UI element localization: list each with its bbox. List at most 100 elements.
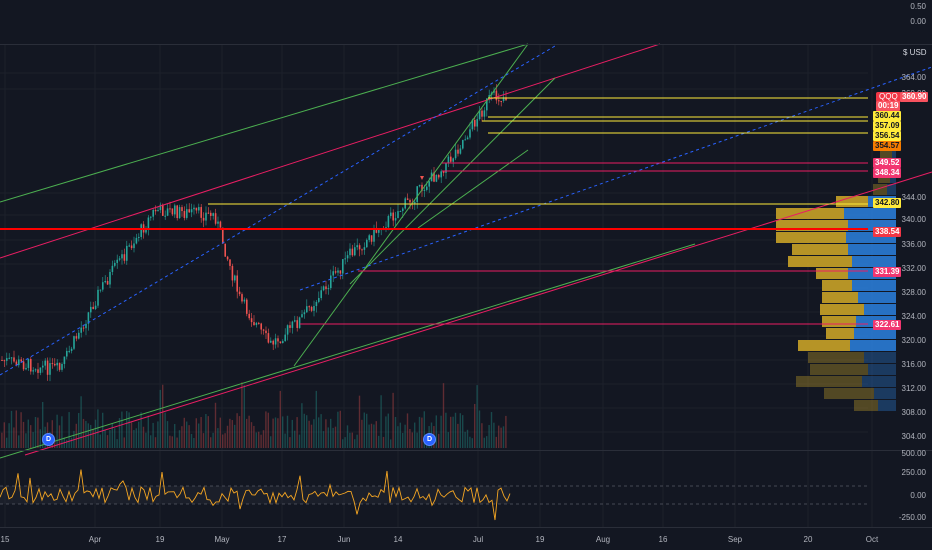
volume-bar bbox=[243, 385, 245, 448]
volume-profile-bar bbox=[858, 292, 896, 303]
candle-body bbox=[128, 245, 130, 247]
dividend-marker[interactable]: D bbox=[423, 433, 436, 446]
volume-bar bbox=[358, 395, 361, 448]
price-tag: 348.34 bbox=[873, 168, 902, 178]
candle-body bbox=[363, 247, 366, 250]
volume-bar bbox=[380, 395, 382, 448]
candle-body bbox=[70, 348, 73, 351]
time-axis-tick: Oct bbox=[865, 535, 879, 544]
volume-bar bbox=[409, 428, 411, 448]
volume-profile-bar bbox=[788, 256, 852, 267]
candle-body bbox=[154, 209, 157, 212]
candle-body bbox=[392, 212, 394, 221]
price-tag: 331.39 bbox=[873, 267, 902, 277]
volume-bar bbox=[123, 437, 125, 448]
volume-profile-bar bbox=[822, 316, 856, 327]
volume-bar bbox=[210, 437, 212, 448]
candle-body bbox=[195, 207, 198, 211]
volume-profile-bar bbox=[868, 364, 896, 375]
volume-profile-bar bbox=[792, 244, 848, 255]
volume-bar bbox=[310, 424, 313, 448]
candle-body bbox=[219, 221, 222, 228]
volume-bar bbox=[284, 433, 286, 448]
candle-body bbox=[1, 360, 3, 361]
volume-profile-bar bbox=[892, 148, 896, 159]
candlestick-series bbox=[1, 84, 507, 382]
volume-bar bbox=[30, 425, 32, 448]
price-tag: 322.61 bbox=[873, 320, 902, 330]
candle-body bbox=[315, 301, 318, 307]
price-axis-tick: 0.50 bbox=[910, 2, 926, 11]
candle-body bbox=[346, 255, 349, 259]
candle-body bbox=[118, 258, 121, 260]
volume-bar bbox=[10, 410, 13, 448]
currency-unit-label[interactable]: $ USD bbox=[903, 48, 927, 57]
volume-bar bbox=[200, 417, 202, 448]
volume-bar bbox=[212, 432, 214, 448]
volume-bar bbox=[483, 437, 485, 448]
volume-bar bbox=[296, 417, 298, 448]
candle-body bbox=[409, 199, 411, 203]
volume-bar bbox=[313, 419, 315, 448]
volume-bar bbox=[351, 432, 353, 448]
price-tag: 342.80 bbox=[873, 198, 902, 208]
price-tag: 360.44 bbox=[873, 111, 902, 121]
trendline-drawings[interactable] bbox=[0, 43, 932, 459]
volume-bar bbox=[174, 424, 176, 448]
volume-bar bbox=[25, 433, 27, 448]
volume-bar bbox=[454, 412, 457, 448]
volume-profile-bar bbox=[864, 304, 896, 315]
volume-bar bbox=[106, 435, 109, 448]
volume-bar bbox=[70, 437, 73, 448]
candle-body bbox=[303, 312, 306, 315]
volume-bar bbox=[238, 416, 241, 448]
volume-bar bbox=[140, 412, 142, 448]
candle-body bbox=[238, 291, 241, 295]
candle-body bbox=[217, 221, 219, 224]
dividend-marker[interactable]: D bbox=[42, 433, 55, 446]
volume-bar bbox=[486, 436, 488, 448]
volume-bar bbox=[320, 414, 322, 448]
volume-profile-bar bbox=[822, 280, 852, 291]
volume-bar bbox=[469, 436, 471, 448]
candle-body bbox=[34, 369, 37, 371]
volume-bar bbox=[488, 425, 490, 448]
volume-bar bbox=[37, 417, 39, 448]
volume-bar bbox=[356, 434, 358, 448]
volume-bar bbox=[229, 418, 231, 448]
candle-body bbox=[159, 204, 162, 211]
candle-body bbox=[277, 338, 279, 342]
price-axis-tick: 328.00 bbox=[901, 288, 926, 297]
price-axis-tick: 308.00 bbox=[901, 408, 926, 417]
candle-body bbox=[325, 286, 327, 290]
volume-bar bbox=[438, 433, 440, 448]
candle-body bbox=[318, 298, 320, 302]
volume-bar bbox=[464, 431, 466, 448]
volume-bar bbox=[135, 428, 137, 448]
volume-bar bbox=[318, 417, 320, 448]
indicator-pane-separator[interactable] bbox=[0, 450, 932, 451]
time-axis-tick: Apr bbox=[88, 535, 102, 544]
oscillator-pane bbox=[0, 469, 868, 521]
price-axis-tick: 364.00 bbox=[901, 73, 926, 82]
price-axis-tick: 340.00 bbox=[901, 215, 926, 224]
volume-profile-bar bbox=[878, 400, 896, 411]
candle-body bbox=[99, 289, 102, 291]
volume-bar bbox=[255, 432, 257, 448]
candle-body bbox=[51, 363, 54, 365]
volume-bar bbox=[457, 423, 459, 448]
volume-bar bbox=[344, 437, 346, 448]
volume-bar bbox=[462, 415, 464, 448]
volume-bar bbox=[75, 423, 77, 448]
volume-bar bbox=[90, 424, 92, 448]
candle-body bbox=[450, 156, 452, 162]
volume-bar bbox=[397, 426, 399, 448]
candle-body bbox=[406, 198, 409, 200]
candle-body bbox=[469, 129, 471, 138]
candle-body bbox=[78, 332, 80, 339]
candle-body bbox=[25, 367, 27, 370]
volume-bar bbox=[94, 419, 97, 448]
candle-body bbox=[58, 362, 61, 370]
candle-body bbox=[366, 239, 368, 248]
